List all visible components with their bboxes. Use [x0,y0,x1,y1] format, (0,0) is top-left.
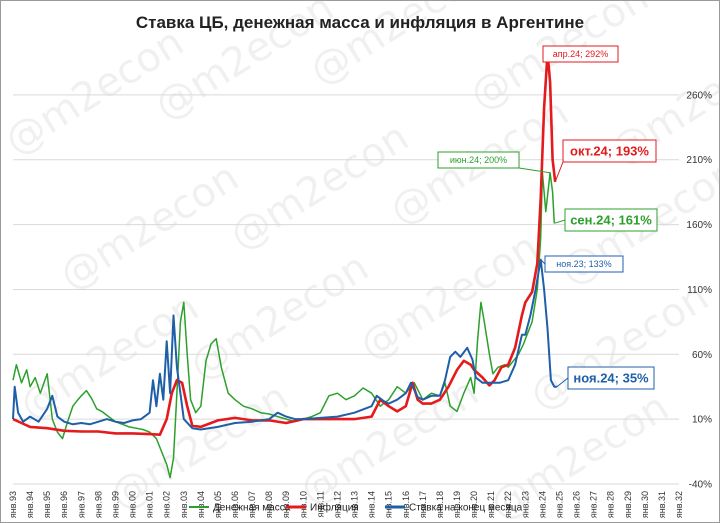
annotation-rate: ноя.24; 35% [556,366,655,390]
annotation-box [564,208,658,232]
y-tick-label: 60% [692,350,712,361]
x-tick-label: янв.16 [401,491,411,518]
x-tick-label: янв.02 [162,491,172,518]
x-tick-label: янв.09 [281,491,291,518]
watermark-text: @m2econ [222,114,417,259]
x-tick-label: янв.29 [623,491,633,518]
y-axis-labels: -40% 10% 60% 110% 160% 210% 260% [686,90,712,490]
x-tick-label: янв.25 [554,491,564,518]
x-tick-label: янв.96 [59,491,69,518]
x-tick-label: янв.04 [196,491,206,518]
annotation-box [562,139,657,163]
y-tick-label: 160% [686,220,712,231]
x-tick-label: янв.93 [8,491,18,518]
annotation-money: июн.24; 200% [437,151,551,174]
annotation-label: апр.24; 292% [553,49,608,59]
annotation-leader [556,377,569,388]
legend-label: Ставка на конец месяца [409,503,523,514]
x-tick-label: янв.12 [332,491,342,518]
x-tick-label: янв.30 [640,491,650,518]
annotation-layer: апр.24; 292% окт.24; 193% июн.24; 200% сен.… [437,45,658,390]
x-tick-label: янв.06 [230,491,240,518]
annotation-inflation: окт.24; 193% [554,139,657,182]
annotation-box [542,45,619,63]
annotation-label: ноя.24; 35% [573,371,649,386]
x-tick-label: янв.27 [589,491,599,518]
x-tick-label: янв.11 [315,491,325,517]
legend-label: Денежная масса [213,503,291,514]
x-tick-label: янв.23 [520,491,530,518]
y-tick-label: 260% [686,90,712,101]
legend-item-rate: Ставка на конец месяца [385,503,523,514]
annotation-label: ноя.23; 133% [556,259,611,269]
annotation-money: сен.24; 161% [554,208,658,232]
annotation-box [544,255,624,273]
x-tick-label: янв.14 [367,491,377,518]
annotation-leader [554,219,566,224]
y-tick-label: 10% [692,415,712,426]
series-line-money [12,171,556,479]
y-tick-label: -40% [689,480,712,491]
x-tick-label: янв.98 [93,491,103,518]
annotation-leader [518,167,551,174]
watermark-text: @m2econ [182,244,377,389]
series-line-inflation [12,52,557,436]
series-layer [12,52,557,479]
x-tick-label: янв.03 [179,491,189,518]
x-axis-labels: янв.93 янв.94 янв.95 янв.96 янв.97 янв.98 янв.… [8,491,684,518]
x-tick-label: янв.32 [674,491,684,518]
x-tick-label: янв.10 [298,491,308,518]
watermark-text: @m2econ [352,224,547,369]
annotation-box [437,151,520,169]
legend-label: Инфляция [310,502,359,514]
legend-item-inflation: Инфляция [286,502,359,514]
x-tick-label: янв.94 [25,491,35,518]
legend-item-money: Денежная масса [189,503,291,514]
annotation-inflation: апр.24; 292% [542,45,619,63]
annotation-label: июн.24; 200% [450,155,507,165]
annotation-label: окт.24; 193% [570,144,649,159]
y-tick-label: 210% [686,155,712,166]
x-tick-label: янв.15 [384,491,394,518]
x-tick-label: янв.13 [350,491,360,518]
annotation-rate: ноя.23; 133% [540,255,624,273]
x-tick-label: янв.05 [213,491,223,518]
x-tick-label: янв.01 [145,491,155,518]
annotation-leader [554,161,564,182]
x-tick-label: янв.99 [110,491,120,518]
x-tick-label: янв.21 [486,491,496,518]
x-tick-label: янв.19 [452,491,462,518]
watermark-text: @m2econ [52,154,247,299]
annotation-box [567,366,655,390]
x-tick-label: янв.20 [469,491,479,518]
annotation-label: сен.24; 161% [570,213,652,228]
chart-title: Ставка ЦБ, денежная масса и инфляция в А… [136,13,584,32]
x-tick-label: янв.28 [606,491,616,518]
x-tick-label: янв.24 [537,491,547,518]
x-tick-label: янв.97 [76,491,86,518]
x-tick-label: янв.26 [572,491,582,518]
legend: Денежная масса Инфляция Ставка на конец ме… [189,502,523,514]
watermark-text: @m2econ [12,284,207,429]
x-tick-label: янв.22 [503,491,513,518]
x-tick-label: янв.31 [657,491,667,518]
x-tick-label: янв.95 [42,491,52,518]
x-tick-label: янв.17 [418,491,428,518]
annotation-leader [540,259,546,265]
series-line-rate [12,258,557,431]
x-tick-label: янв.08 [264,491,274,518]
x-tick-label: янв.07 [247,491,257,518]
y-tick-label: 110% [687,285,712,296]
x-tick-label: янв.00 [128,491,138,518]
x-tick-label: янв.18 [435,491,445,518]
